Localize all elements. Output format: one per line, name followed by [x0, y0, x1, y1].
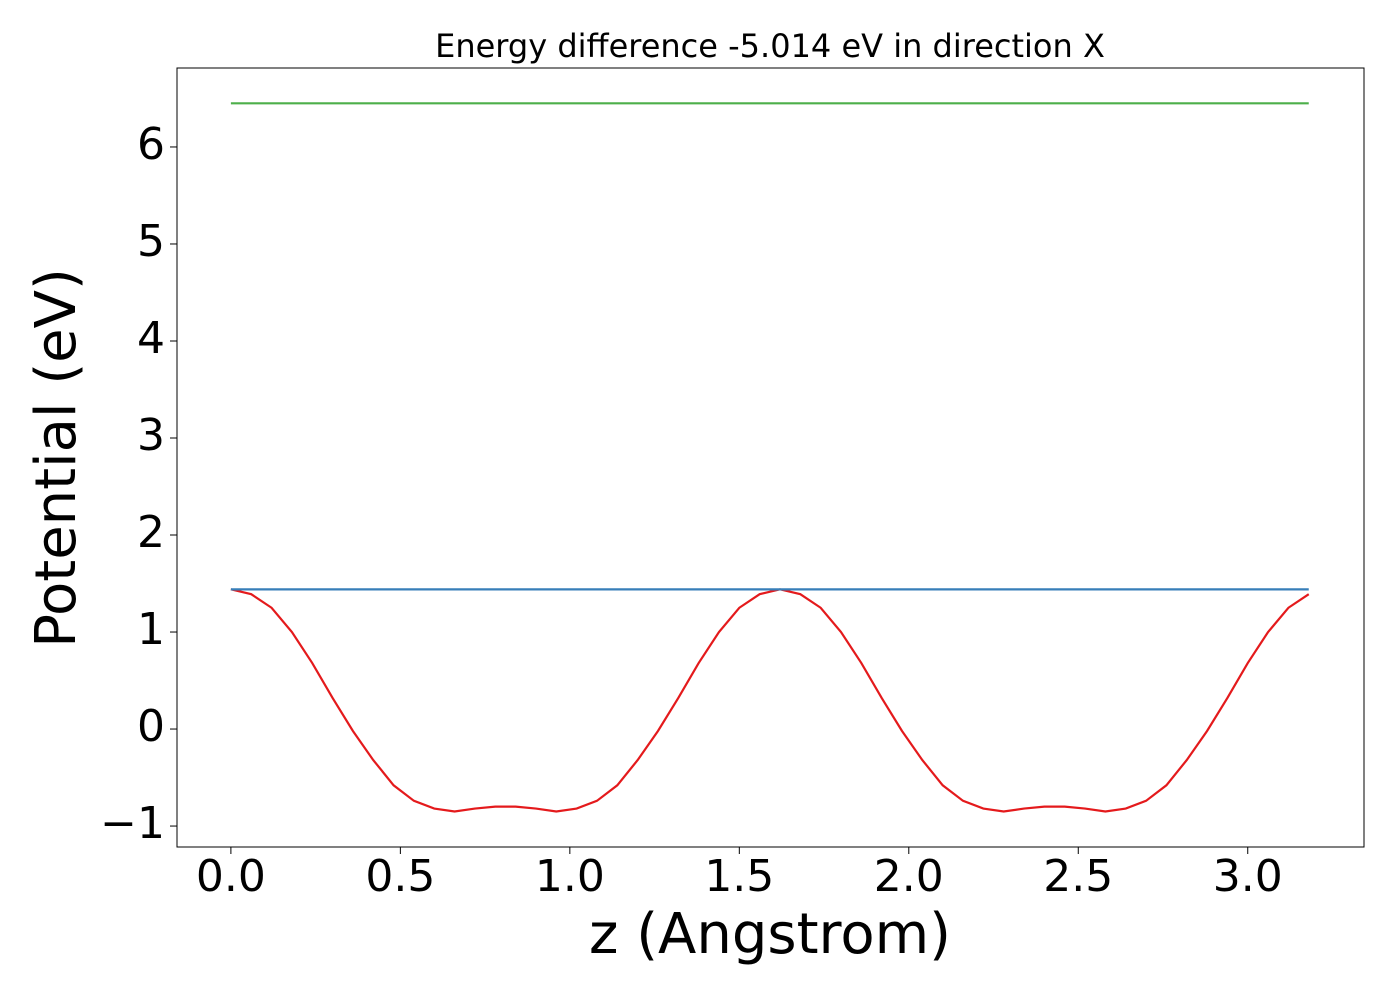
x-tick-label: 1.5 [704, 851, 774, 902]
x-tick-label: 0.0 [196, 851, 266, 902]
x-axis-label: z (Angstrom) [589, 902, 951, 967]
y-tick-label: 3 [137, 410, 165, 461]
y-tick-label: 6 [137, 119, 165, 170]
x-tick-label: 2.5 [1043, 851, 1113, 902]
y-tick-label: 0 [137, 701, 165, 752]
x-tick-label: 2.0 [874, 851, 944, 902]
y-tick-label: −1 [100, 798, 165, 849]
chart-title: Energy difference -5.014 eV in direction… [435, 27, 1105, 65]
y-tick-label: 2 [137, 507, 165, 558]
y-tick-label: 4 [137, 313, 165, 364]
plot-frame [176, 67, 1365, 848]
y-tick-label: 5 [137, 216, 165, 267]
line-series [230, 588, 1310, 813]
x-tick-label: 3.0 [1213, 851, 1283, 902]
x-tick-label: 0.5 [365, 851, 435, 902]
y-axis-label: Potential (eV) [24, 268, 89, 648]
y-tick-label: 1 [137, 604, 165, 655]
x-tick-label: 1.0 [535, 851, 605, 902]
